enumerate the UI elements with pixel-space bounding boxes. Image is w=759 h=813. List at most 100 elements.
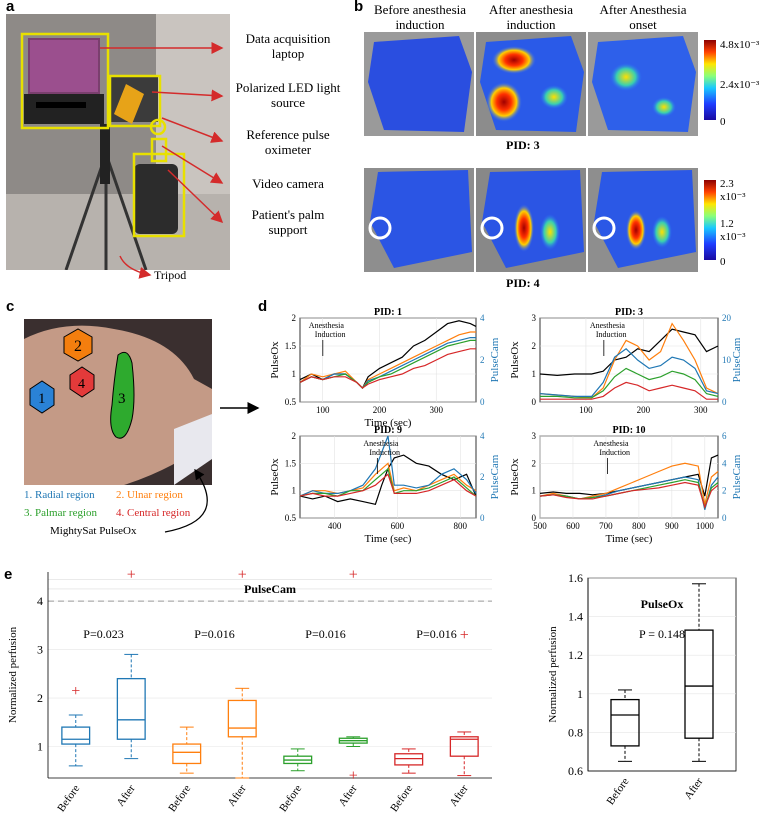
chart-title: PID: 9: [374, 425, 402, 436]
x-tick-label: 200: [637, 405, 651, 415]
outlier-marker: +: [71, 683, 80, 700]
y-axis-label: Normalized perfusion: [547, 626, 559, 723]
series-line-central: [539, 481, 719, 509]
col-title-onset: After Anesthesia onset: [599, 2, 687, 32]
x-tick-label: 300: [430, 405, 444, 415]
svg-text:4: 4: [78, 377, 85, 392]
box: [684, 629, 714, 739]
panel-letter-d: d: [258, 298, 268, 315]
series-line-ulnar: [299, 462, 477, 497]
series-line-central: [299, 348, 476, 389]
x-tick-label: 1000: [696, 521, 715, 531]
y-tick-label: 0.8: [568, 725, 583, 739]
y-right-axis-label: PulseCam: [489, 454, 501, 499]
series-line-palmar: [299, 467, 477, 497]
box: [116, 677, 146, 740]
lab-setup-illustration: [6, 14, 230, 270]
y-tick-label: 2: [292, 431, 297, 441]
chart-title: PulseOx: [641, 597, 684, 611]
x-tick-label: 600: [391, 521, 405, 531]
x-axis-label: Time (sec): [365, 417, 412, 429]
y-right-tick-label: 2: [722, 486, 727, 496]
y-tick-label: 1.6: [568, 571, 583, 585]
outlier-marker: +: [238, 566, 247, 583]
y-right-axis-label: PulseCam: [731, 454, 743, 499]
y-tick-label: 0.6: [568, 764, 583, 778]
chart-title: PulseCam: [244, 582, 296, 596]
annotation-line1: Anesthesia: [309, 321, 345, 330]
box: [449, 736, 479, 757]
x-axis-label: Time (sec): [606, 533, 653, 545]
y-tick-label: 3: [532, 431, 537, 441]
region-palmar-label: 3. Palmar region: [24, 507, 98, 519]
annotation-line2: Induction: [315, 330, 346, 339]
y-right-axis-label: PulseCam: [731, 337, 743, 382]
svg-text:3: 3: [118, 391, 126, 407]
y-axis-label: PulseOx: [269, 341, 281, 379]
plot-frame: [48, 572, 492, 778]
line-chart-1: 0.5 1 1.5 2 0 2 4 100 200 300 PID: 1 PulseOx PulseCa…: [269, 307, 501, 429]
y-tick-label: 1: [292, 369, 297, 379]
box: [610, 698, 640, 747]
series-line-central: [540, 381, 718, 400]
series-line-radial: [539, 348, 719, 397]
series-line-central: [299, 473, 477, 497]
y-tick-label: 0: [532, 397, 537, 407]
x-tick-label: Before: [166, 783, 193, 813]
svg-text:2: 2: [74, 338, 82, 355]
y-tick-label: 0: [532, 513, 537, 523]
highlight-light: [108, 74, 162, 128]
pid3-label: PID: 3: [506, 138, 540, 152]
outlier-marker: +: [349, 566, 358, 583]
box: [227, 699, 257, 738]
x-tick-label: After: [682, 776, 705, 802]
y-right-tick-label: 4: [480, 313, 485, 323]
y-right-axis-label: PulseCam: [489, 337, 501, 382]
line-chart-3: 0.5 1 1.5 2 0 2 4 400 600 800 PID: 9 PulseOx PulseCa…: [269, 425, 501, 545]
region-ulnar-label: 2. Ulnar region: [116, 489, 183, 501]
y-right-tick-label: 0: [480, 397, 485, 407]
panel-letter-e: e: [4, 566, 13, 583]
y-tick-label: 2: [532, 458, 537, 468]
highlight-palm-support: [132, 152, 186, 238]
p-value-label: P=0.016: [416, 627, 456, 641]
colorbar-pid4-min: 0: [720, 256, 726, 268]
x-tick-label: After: [448, 783, 471, 809]
outlier-marker: +: [127, 566, 136, 583]
y-tick-label: 3: [532, 313, 537, 323]
x-tick-label: 400: [328, 521, 342, 531]
colorbar-pid4-max: 2.3 x10⁻³: [720, 178, 746, 203]
panel-letter-b: b: [354, 0, 364, 15]
y-tick-label: 2: [292, 313, 297, 323]
y-tick-label: 0.5: [285, 397, 297, 407]
y-tick-label: 1.5: [285, 341, 297, 351]
region-central-label: 4. Central region: [116, 507, 191, 519]
x-tick-label: 800: [632, 521, 646, 531]
perfusion-heatmaps: [364, 32, 716, 272]
series-line-radial: [299, 435, 477, 497]
series-line-palmar: [540, 367, 719, 399]
y-axis-label: PulseOx: [269, 458, 281, 496]
y-tick-label: 0.5: [285, 513, 297, 523]
y-tick-label: 3: [37, 643, 43, 657]
x-tick-label: 100: [579, 405, 593, 415]
colorbar-pid3: [704, 40, 716, 120]
outlier-marker: +: [460, 627, 469, 644]
panel-c-arrows: [164, 402, 260, 533]
p-value-label: P=0.016: [194, 627, 234, 641]
y-tick-label: 4: [37, 594, 43, 608]
label-tripod: Tripod: [154, 268, 187, 282]
y-axis-label: PulseOx: [509, 458, 521, 496]
line-chart-4: 0 1 2 3 0 2 4 6 500 600 700 800 900 1000 PID: 10 PulseO…: [509, 425, 743, 545]
y-right-tick-label: 4: [722, 458, 727, 468]
y-tick-label: 1: [532, 486, 537, 496]
panel-a-arrows: [100, 42, 224, 279]
line-chart-2: 0 1 2 3 0 10 20 100 200 300 PID: 3 PulseOx PulseCam A…: [509, 307, 743, 415]
x-tick-label: 700: [599, 521, 613, 531]
x-tick-label: 600: [566, 521, 580, 531]
y-axis-label: Normalized perfusion: [7, 626, 19, 723]
label-laptop: Data acquisition laptop: [245, 31, 331, 61]
